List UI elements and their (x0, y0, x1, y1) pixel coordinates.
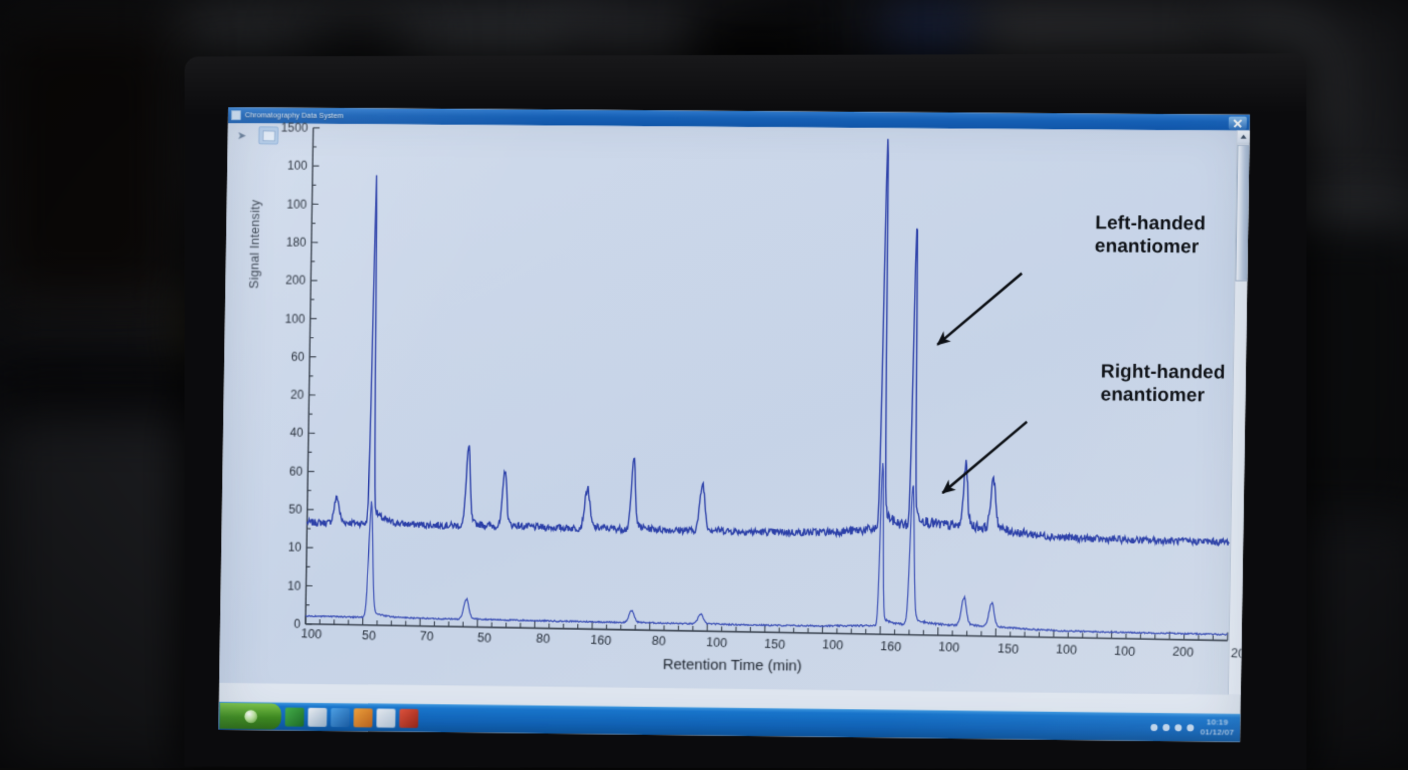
bezel-sheen (185, 53, 1307, 116)
x-tick-label: 150 (997, 641, 1019, 656)
scrollbar-thumb[interactable] (1235, 145, 1250, 282)
taskbar-clock[interactable]: 10:19 01/12/07 (1200, 717, 1234, 737)
pointer-icon: ➤ (237, 129, 246, 142)
y-tick-label: 180 (286, 235, 307, 249)
annotation-right-line1: Right-handed (1101, 360, 1226, 384)
x-tick-label: 200 (1172, 645, 1194, 660)
quicklaunch-icon-5[interactable] (376, 708, 395, 727)
y-tick-label: 1500 (281, 121, 309, 135)
tray-dot-icon-1[interactable] (1151, 723, 1158, 730)
scroll-up-arrow-button[interactable] (1237, 131, 1249, 144)
x-tick-label: 160 (880, 639, 902, 654)
y-tick-label: 10 (287, 579, 301, 593)
trace-svg (305, 126, 1235, 643)
computer-monitor: Chromatography Data System ➤ (185, 53, 1307, 769)
x-tick-label: 100 (938, 640, 960, 655)
x-tick-label: 100 (1055, 642, 1077, 657)
quicklaunch-icon-6[interactable] (399, 708, 418, 727)
y-tick-label: 10 (288, 540, 302, 554)
chevron-up-icon (1240, 135, 1246, 139)
clock-date: 01/12/07 (1200, 728, 1234, 738)
tray-dot-icon-3[interactable] (1175, 724, 1182, 731)
arrow-right-enantiomer (942, 421, 1026, 494)
x-tick-label: 100 (1113, 644, 1135, 659)
y-tick-label: 20 (290, 388, 304, 402)
upper-trace-path (307, 135, 1236, 546)
clock-time: 10:19 (1200, 717, 1234, 727)
windows-taskbar[interactable]: 10:19 01/12/07 (218, 702, 1240, 742)
monitor-screen: Chromatography Data System ➤ (218, 107, 1249, 742)
y-tick-label: 40 (290, 426, 304, 440)
y-tick-label: 100 (285, 311, 306, 325)
start-button[interactable] (219, 703, 281, 730)
y-axis-label: Signal Intensity (247, 273, 261, 289)
x-tick-label: 80 (651, 634, 666, 649)
system-tray: 10:19 01/12/07 (1151, 714, 1241, 741)
arrow-left-enantiomer (937, 273, 1021, 346)
y-tick-label: 50 (289, 502, 303, 516)
annotation-left-line1: Left-handed (1095, 212, 1206, 236)
x-tick-label: 100 (822, 637, 844, 652)
annotation-left-enantiomer: Left-handed enantiomer (1095, 212, 1206, 259)
annotation-left-line2: enantiomer (1095, 235, 1206, 259)
window-title: Chromatography Data System (245, 112, 344, 120)
quicklaunch-icon-2[interactable] (308, 707, 327, 726)
lower-trace-path (305, 457, 1230, 635)
quicklaunch-icon-1[interactable] (285, 707, 304, 726)
tray-dot-icon-4[interactable] (1187, 724, 1194, 731)
chromatogram-plot: Signal Intensity 150 0 100 100 180 200 100 60 20… (241, 125, 1235, 694)
x-tick-label: 150 (764, 636, 786, 651)
annotation-arrows (935, 273, 1029, 494)
y-tick-label: 60 (291, 350, 305, 364)
tray-icons[interactable] (1151, 723, 1194, 731)
y-tick-label: 100 (287, 159, 308, 173)
chromatogram-traces: Left-handed enantiomer Right-handed enan… (305, 126, 1235, 643)
tray-dot-icon-2[interactable] (1163, 724, 1170, 731)
app-window-icon (231, 110, 241, 120)
x-tick-label: 200 (1230, 646, 1249, 661)
y-tick-label: 0 (294, 617, 301, 631)
y-tick-label: 60 (289, 464, 303, 478)
x-tick-label: 100 (706, 635, 728, 650)
quicklaunch-icon-4[interactable] (354, 708, 373, 727)
quicklaunch-icon-3[interactable] (331, 708, 350, 727)
start-orb-icon (244, 709, 257, 722)
y-tick-label: 200 (285, 273, 306, 287)
y-tick-label: 100 (287, 197, 308, 211)
annotation-right-line2: enantiomer (1100, 383, 1225, 407)
annotation-right-enantiomer: Right-handed enantiomer (1100, 360, 1225, 408)
close-icon[interactable] (1229, 116, 1247, 129)
